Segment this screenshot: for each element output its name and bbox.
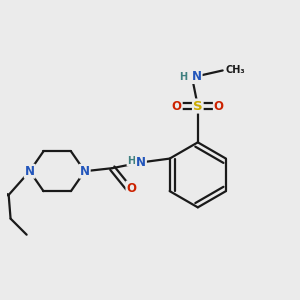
Text: H: H	[180, 72, 188, 82]
Text: N: N	[192, 70, 202, 83]
Text: CH₃: CH₃	[226, 65, 245, 76]
Text: S: S	[193, 100, 202, 112]
Text: O: O	[172, 100, 182, 112]
Text: O: O	[214, 100, 224, 112]
Text: N: N	[25, 165, 35, 178]
Text: N: N	[136, 156, 146, 169]
Text: H: H	[127, 155, 136, 166]
Text: O: O	[126, 182, 136, 194]
Text: N: N	[80, 165, 90, 178]
